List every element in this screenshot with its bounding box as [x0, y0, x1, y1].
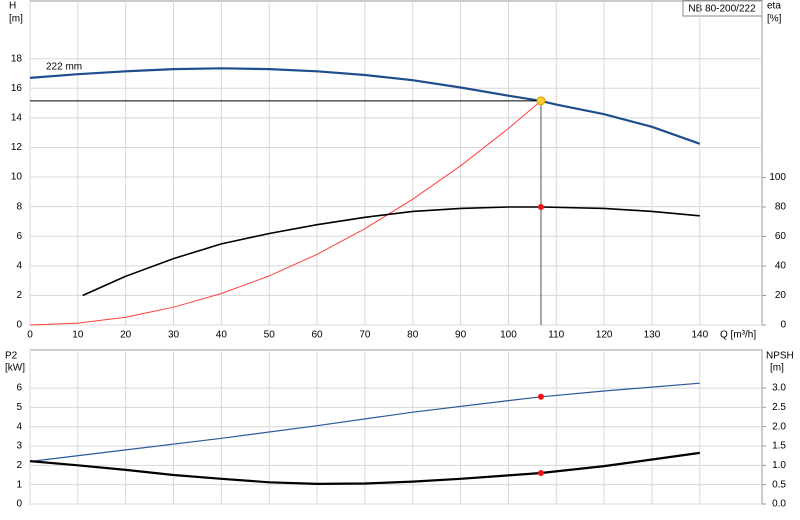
marker — [536, 96, 546, 106]
y-tick-label: 0 — [16, 499, 22, 510]
y2-tick-label: 100 — [769, 172, 786, 183]
series-line — [29, 382, 700, 463]
series-line — [29, 67, 701, 145]
y-tick-label: 6 — [16, 383, 22, 394]
x-tick-label: 90 — [455, 330, 467, 341]
y-label: H — [9, 1, 16, 12]
marker — [537, 203, 544, 210]
y2-tick-label: 0.5 — [772, 479, 786, 490]
y2-tick-label: 3.0 — [772, 383, 786, 394]
y2-label: eta — [767, 1, 781, 12]
series-line — [82, 206, 700, 297]
series-label: 222 mm — [46, 62, 82, 73]
y2-tick-label: 80 — [775, 202, 787, 213]
y-tick-label: 5 — [16, 402, 22, 413]
x-tick-label: 50 — [264, 330, 276, 341]
y-tick-label: 4 — [16, 260, 22, 271]
x-label: Q [m³/h] — [720, 330, 756, 341]
x-tick-label: 130 — [644, 330, 661, 341]
x-tick-label: 20 — [120, 330, 132, 341]
y2-tick-label: 0 — [780, 320, 786, 331]
x-tick-label: 30 — [168, 330, 180, 341]
x-tick-label: 120 — [596, 330, 613, 341]
y-tick-label: 6 — [16, 231, 22, 242]
x-tick-label: 110 — [548, 330, 564, 341]
x-tick-label: 140 — [691, 330, 708, 341]
series-line — [29, 100, 542, 326]
x-tick-label: 70 — [359, 330, 371, 341]
y2-tick-label: 2.5 — [772, 402, 786, 413]
y2-tick-label: 0.0 — [772, 499, 786, 510]
y2-tick-label: 60 — [775, 231, 787, 242]
y-tick-label: 18 — [11, 53, 23, 64]
y2-tick-label: 20 — [775, 290, 787, 301]
y2-tick-label: 2.0 — [772, 421, 786, 432]
y-tick-label: 0 — [16, 320, 22, 331]
y-unit: [kW] — [5, 363, 25, 374]
y-tick-label: 3 — [16, 441, 22, 452]
y-tick-label: 12 — [11, 142, 23, 153]
y2-label: NPSH — [766, 351, 794, 362]
y-tick-label: 16 — [11, 83, 23, 94]
y-tick-label: 14 — [11, 113, 23, 124]
y-label: P2 — [5, 351, 18, 362]
y2-tick-label: 1.0 — [772, 460, 786, 471]
y2-tick-label: 40 — [775, 261, 787, 272]
y-unit: [m] — [9, 14, 23, 25]
marker — [537, 470, 544, 477]
chart-title: NB 80-200/222 — [688, 4, 756, 15]
x-tick-label: 10 — [72, 330, 84, 341]
y-tick-label: 8 — [16, 201, 22, 212]
y-tick-label: 4 — [16, 421, 22, 432]
x-tick-label: 100 — [500, 330, 517, 341]
x-tick-label: 40 — [216, 330, 228, 341]
x-tick-label: 80 — [407, 330, 419, 341]
y2-unit: [m] — [770, 363, 784, 374]
x-tick-label: 60 — [311, 330, 323, 341]
x-tick-label: 0 — [27, 330, 33, 341]
y-tick-label: 2 — [16, 290, 22, 301]
y2-unit: [%] — [767, 14, 782, 25]
marker — [537, 393, 544, 400]
y-tick-label: 2 — [16, 460, 22, 471]
y-tick-label: 1 — [16, 479, 22, 490]
series-line — [29, 451, 700, 486]
y-tick-label: 10 — [11, 172, 23, 183]
y2-tick-label: 1.5 — [772, 441, 786, 452]
